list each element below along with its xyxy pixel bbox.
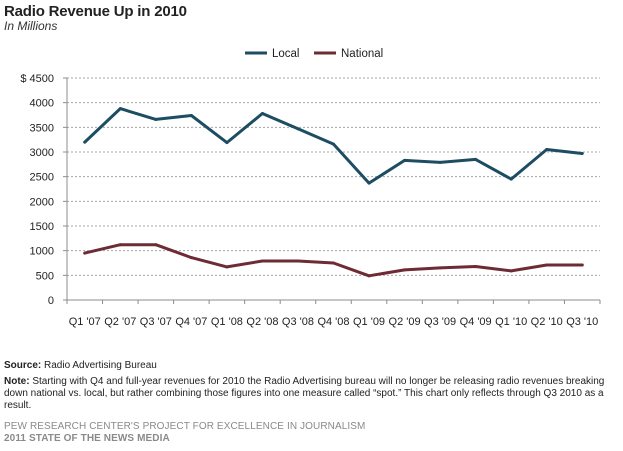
line-chart: Local National 0 500 1000 1500 2000 2500 3000 35… <box>20 48 601 328</box>
grid-lines <box>67 77 600 276</box>
x-tick-label: Q4 '08 <box>317 316 349 328</box>
data-point-national <box>296 259 300 263</box>
y-tick-label: 4000 <box>30 98 54 110</box>
note-text: Starting with Q4 and full-year revenues … <box>4 376 605 411</box>
source-label: Source: <box>4 360 42 371</box>
source-line: Source: Radio Advertising Bureau <box>4 360 616 372</box>
data-point-local <box>189 113 193 117</box>
x-tick-label: Q2 '09 <box>389 316 421 328</box>
x-tick-label: Q2 '07 <box>104 316 136 328</box>
y-tick-label: 0 <box>48 295 54 307</box>
legend: Local National <box>245 48 383 60</box>
data-point-national <box>225 265 229 269</box>
y-tick-label: 3000 <box>30 147 54 159</box>
data-point-local <box>225 141 229 145</box>
x-axis: Q1 '07 Q2 '07 Q3 '07 Q4 '07 Q1 '08 Q2 '08 Q3 '… <box>66 299 601 328</box>
data-point-local <box>332 142 335 146</box>
data-point-local <box>260 112 264 116</box>
y-axis: 0 500 1000 1500 2000 2500 3000 3500 4000 $ 4500 <box>20 73 68 307</box>
source-text: Radio Advertising Bureau <box>44 360 157 371</box>
x-tick-label: Q1 '07 <box>69 316 101 328</box>
x-tick-label: Q3 '10 <box>566 316 598 328</box>
y-tick-label: $ 4500 <box>20 73 54 85</box>
data-point-national <box>189 256 193 260</box>
data-point-local <box>509 177 513 181</box>
y-tick-label: 2000 <box>30 196 54 208</box>
data-point-local <box>438 160 442 164</box>
data-point-national <box>83 251 87 255</box>
legend-label-local: Local <box>272 48 300 60</box>
legend-label-national: National <box>341 48 383 60</box>
x-tick-label: Q4 '09 <box>460 316 492 328</box>
data-point-national <box>118 243 122 247</box>
chart-subtitle: In Millions <box>4 19 58 33</box>
data-point-national <box>403 268 407 272</box>
data-point-local <box>545 148 549 152</box>
x-tick-label: Q4 '07 <box>175 316 207 328</box>
data-point-local <box>367 181 371 185</box>
data-point-national <box>580 263 584 267</box>
chart-notes: Source: Radio Advertising Bureau Note: S… <box>4 360 616 412</box>
note-label: Note: <box>4 376 30 387</box>
x-tick-label: Q3 '08 <box>282 316 314 328</box>
data-point-national <box>332 261 335 265</box>
x-tick-label: Q1 '09 <box>353 316 385 328</box>
series-line-national <box>83 243 584 278</box>
data-point-national <box>474 264 478 268</box>
data-point-national <box>154 243 158 247</box>
y-tick-label: 1500 <box>30 221 54 233</box>
data-point-national <box>509 269 513 273</box>
x-tick-label: Q1 '08 <box>211 316 243 328</box>
y-tick-label: 3500 <box>30 122 54 134</box>
y-tick-label: 2500 <box>30 172 54 184</box>
footer-report: 2011 STATE OF THE NEWS MEDIA <box>4 433 170 444</box>
series-line-local <box>83 107 584 185</box>
x-tick-label: Q3 '09 <box>424 316 456 328</box>
data-point-local <box>118 107 122 111</box>
data-point-local <box>403 158 407 162</box>
data-point-national <box>367 274 371 278</box>
data-point-national <box>545 263 549 267</box>
x-tick-label: Q2 '08 <box>246 316 278 328</box>
chart-title: Radio Revenue Up in 2010 <box>4 3 187 20</box>
note-line: Note: Starting with Q4 and full-year rev… <box>4 376 616 412</box>
data-point-local <box>154 117 158 121</box>
y-tick-label: 1000 <box>30 246 54 258</box>
series-lines <box>83 107 584 278</box>
data-point-national <box>438 266 442 270</box>
data-point-national <box>260 259 264 263</box>
x-tick-label: Q3 '07 <box>140 316 172 328</box>
data-point-local <box>296 127 300 131</box>
y-tick-label: 500 <box>36 270 54 282</box>
x-tick-label: Q1 '10 <box>495 316 527 328</box>
data-point-local <box>580 151 584 155</box>
data-point-local <box>83 140 87 144</box>
footer-organization: PEW RESEARCH CENTER'S PROJECT FOR EXCELL… <box>4 421 366 432</box>
x-tick-label: Q2 '10 <box>531 316 563 328</box>
data-point-local <box>474 157 478 161</box>
